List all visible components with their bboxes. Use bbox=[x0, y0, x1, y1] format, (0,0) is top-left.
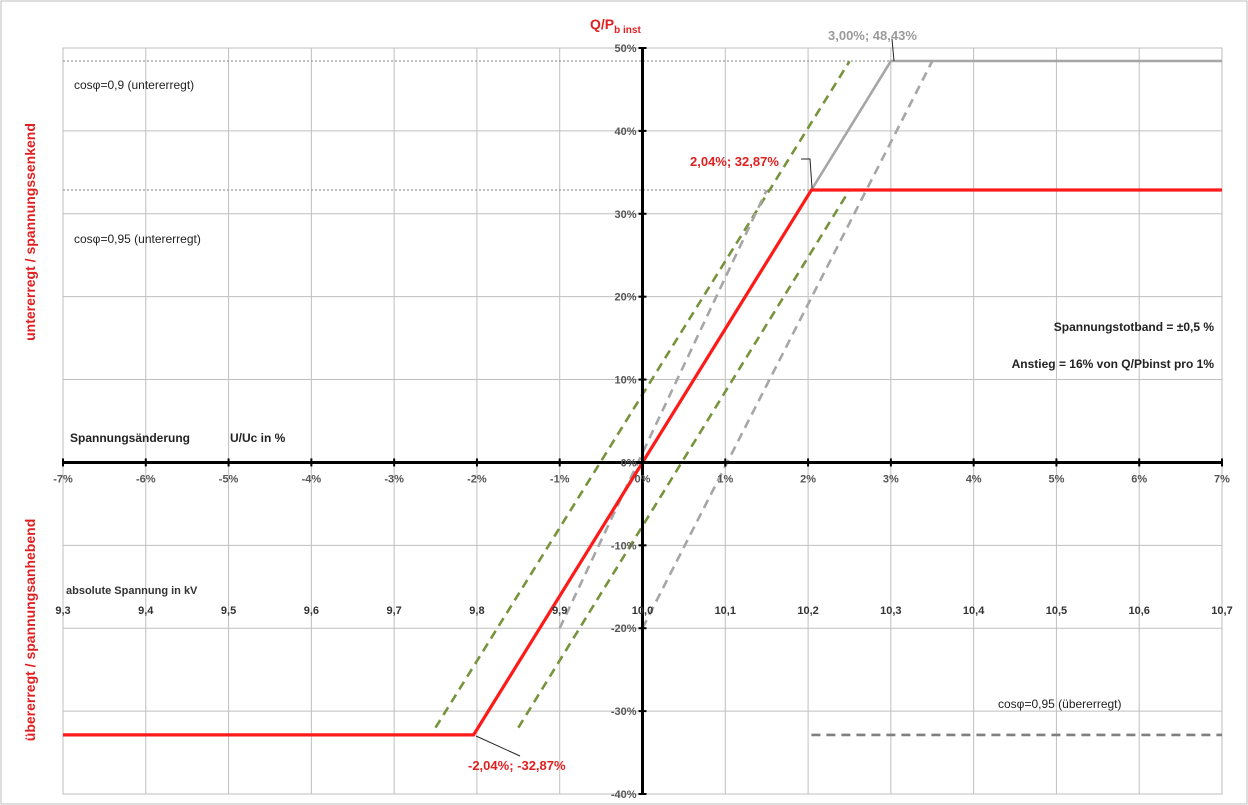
y-tick-label: -20% bbox=[611, 623, 637, 635]
tick-labels: -7% -6% -5% -4% -3% -2% -1% 0% 1% 2% 3% 4% 5% 6% 7% -40… bbox=[53, 43, 1232, 801]
ref-label-cos09: cosφ=0,9 (untererregt) bbox=[74, 78, 194, 92]
x-tick-label: 1% bbox=[717, 473, 733, 485]
x-tick-label: 6% bbox=[1131, 473, 1147, 485]
x-tick-label: -2% bbox=[467, 473, 487, 485]
y-tick-label: -30% bbox=[611, 706, 637, 718]
kv-tick-label: 10,0 bbox=[632, 605, 653, 617]
slope-label: Anstieg = 16% von Q/Pbinst pro 1% bbox=[1012, 357, 1215, 371]
kv-tick-label: 9,3 bbox=[55, 605, 70, 617]
y-tick-label: 20% bbox=[614, 292, 636, 304]
kv-tick-label: 9,9 bbox=[552, 605, 567, 617]
annotation-leader-upper-grey bbox=[891, 38, 895, 62]
x-tick-label: 7% bbox=[1214, 473, 1230, 485]
x-tick-label: -3% bbox=[384, 473, 404, 485]
y-tick-label: -10% bbox=[611, 540, 637, 552]
x-tick-label: 5% bbox=[1048, 473, 1064, 485]
x-axis-unit-label: U/Uc in % bbox=[230, 431, 286, 445]
annotation-upper-grey: 3,00%; 48,43% bbox=[828, 28, 917, 43]
y-axis-title: Q/Pb inst bbox=[590, 16, 641, 36]
y-label-bottom: übererregt / spannungsanhebend bbox=[22, 519, 38, 741]
kv-tick-label: 9,6 bbox=[304, 605, 319, 617]
kv-tick-label: 9,8 bbox=[469, 605, 484, 617]
kv-tick-label: 10,6 bbox=[1129, 605, 1150, 617]
x-tick-label: -1% bbox=[550, 473, 570, 485]
y-tick-label: 0% bbox=[621, 457, 637, 469]
series-line bbox=[558, 189, 768, 629]
kv-tick-label: 10,3 bbox=[880, 605, 901, 617]
kv-tick-label: 10,1 bbox=[715, 605, 736, 617]
kv-tick-label: 10,4 bbox=[963, 605, 985, 617]
kv-tick-label: 10,5 bbox=[1046, 605, 1067, 617]
x-tick-label: 2% bbox=[800, 473, 816, 485]
x-tick-label: -6% bbox=[136, 473, 156, 485]
kv-tick-label: 9,4 bbox=[138, 605, 154, 617]
x-axis-label: Spannungsänderung bbox=[70, 431, 190, 445]
kv-tick-label: 10,2 bbox=[797, 605, 818, 617]
x-tick-label: 4% bbox=[966, 473, 982, 485]
y-tick-label: 30% bbox=[614, 209, 636, 221]
x-tick-label: -5% bbox=[219, 473, 239, 485]
axes bbox=[62, 47, 1223, 795]
annotation-leader-upper-red bbox=[801, 158, 813, 189]
kv-tick-label: 9,7 bbox=[386, 605, 401, 617]
series-line bbox=[641, 60, 934, 629]
y-tick-label: 10% bbox=[614, 375, 636, 387]
x-tick-label: -7% bbox=[53, 473, 73, 485]
series-line bbox=[517, 189, 851, 729]
y-tick-label: 50% bbox=[614, 43, 636, 55]
kv-tick-label: 10,7 bbox=[1211, 605, 1232, 617]
y-tick-label: -40% bbox=[611, 789, 637, 801]
x-tick-label: 3% bbox=[883, 473, 899, 485]
y-tick-label: 40% bbox=[614, 126, 636, 138]
series-line bbox=[810, 59, 1222, 191]
deadband-label: Spannungstotband = ±0,5 % bbox=[1054, 320, 1215, 334]
annotation-lower-red: -2,04%; -32,87% bbox=[468, 758, 566, 773]
ref-label-cos095: cosφ=0,95 (untererregt) bbox=[74, 232, 201, 246]
y-label-top: untererregt / spannungssenkend bbox=[22, 123, 38, 341]
kv-tick-label: 9,5 bbox=[221, 605, 236, 617]
annotation-upper-red: 2,04%; 32,87% bbox=[690, 154, 779, 169]
x-tick-label: -4% bbox=[302, 473, 322, 485]
ref-label-cos095-over: cosφ=0,95 (übererregt) bbox=[998, 697, 1122, 711]
kv-axis-label: absolute Spannung in kV bbox=[66, 585, 198, 597]
x-tick-label: 0% bbox=[635, 473, 651, 485]
annotation-leader-lower-red bbox=[475, 735, 521, 757]
